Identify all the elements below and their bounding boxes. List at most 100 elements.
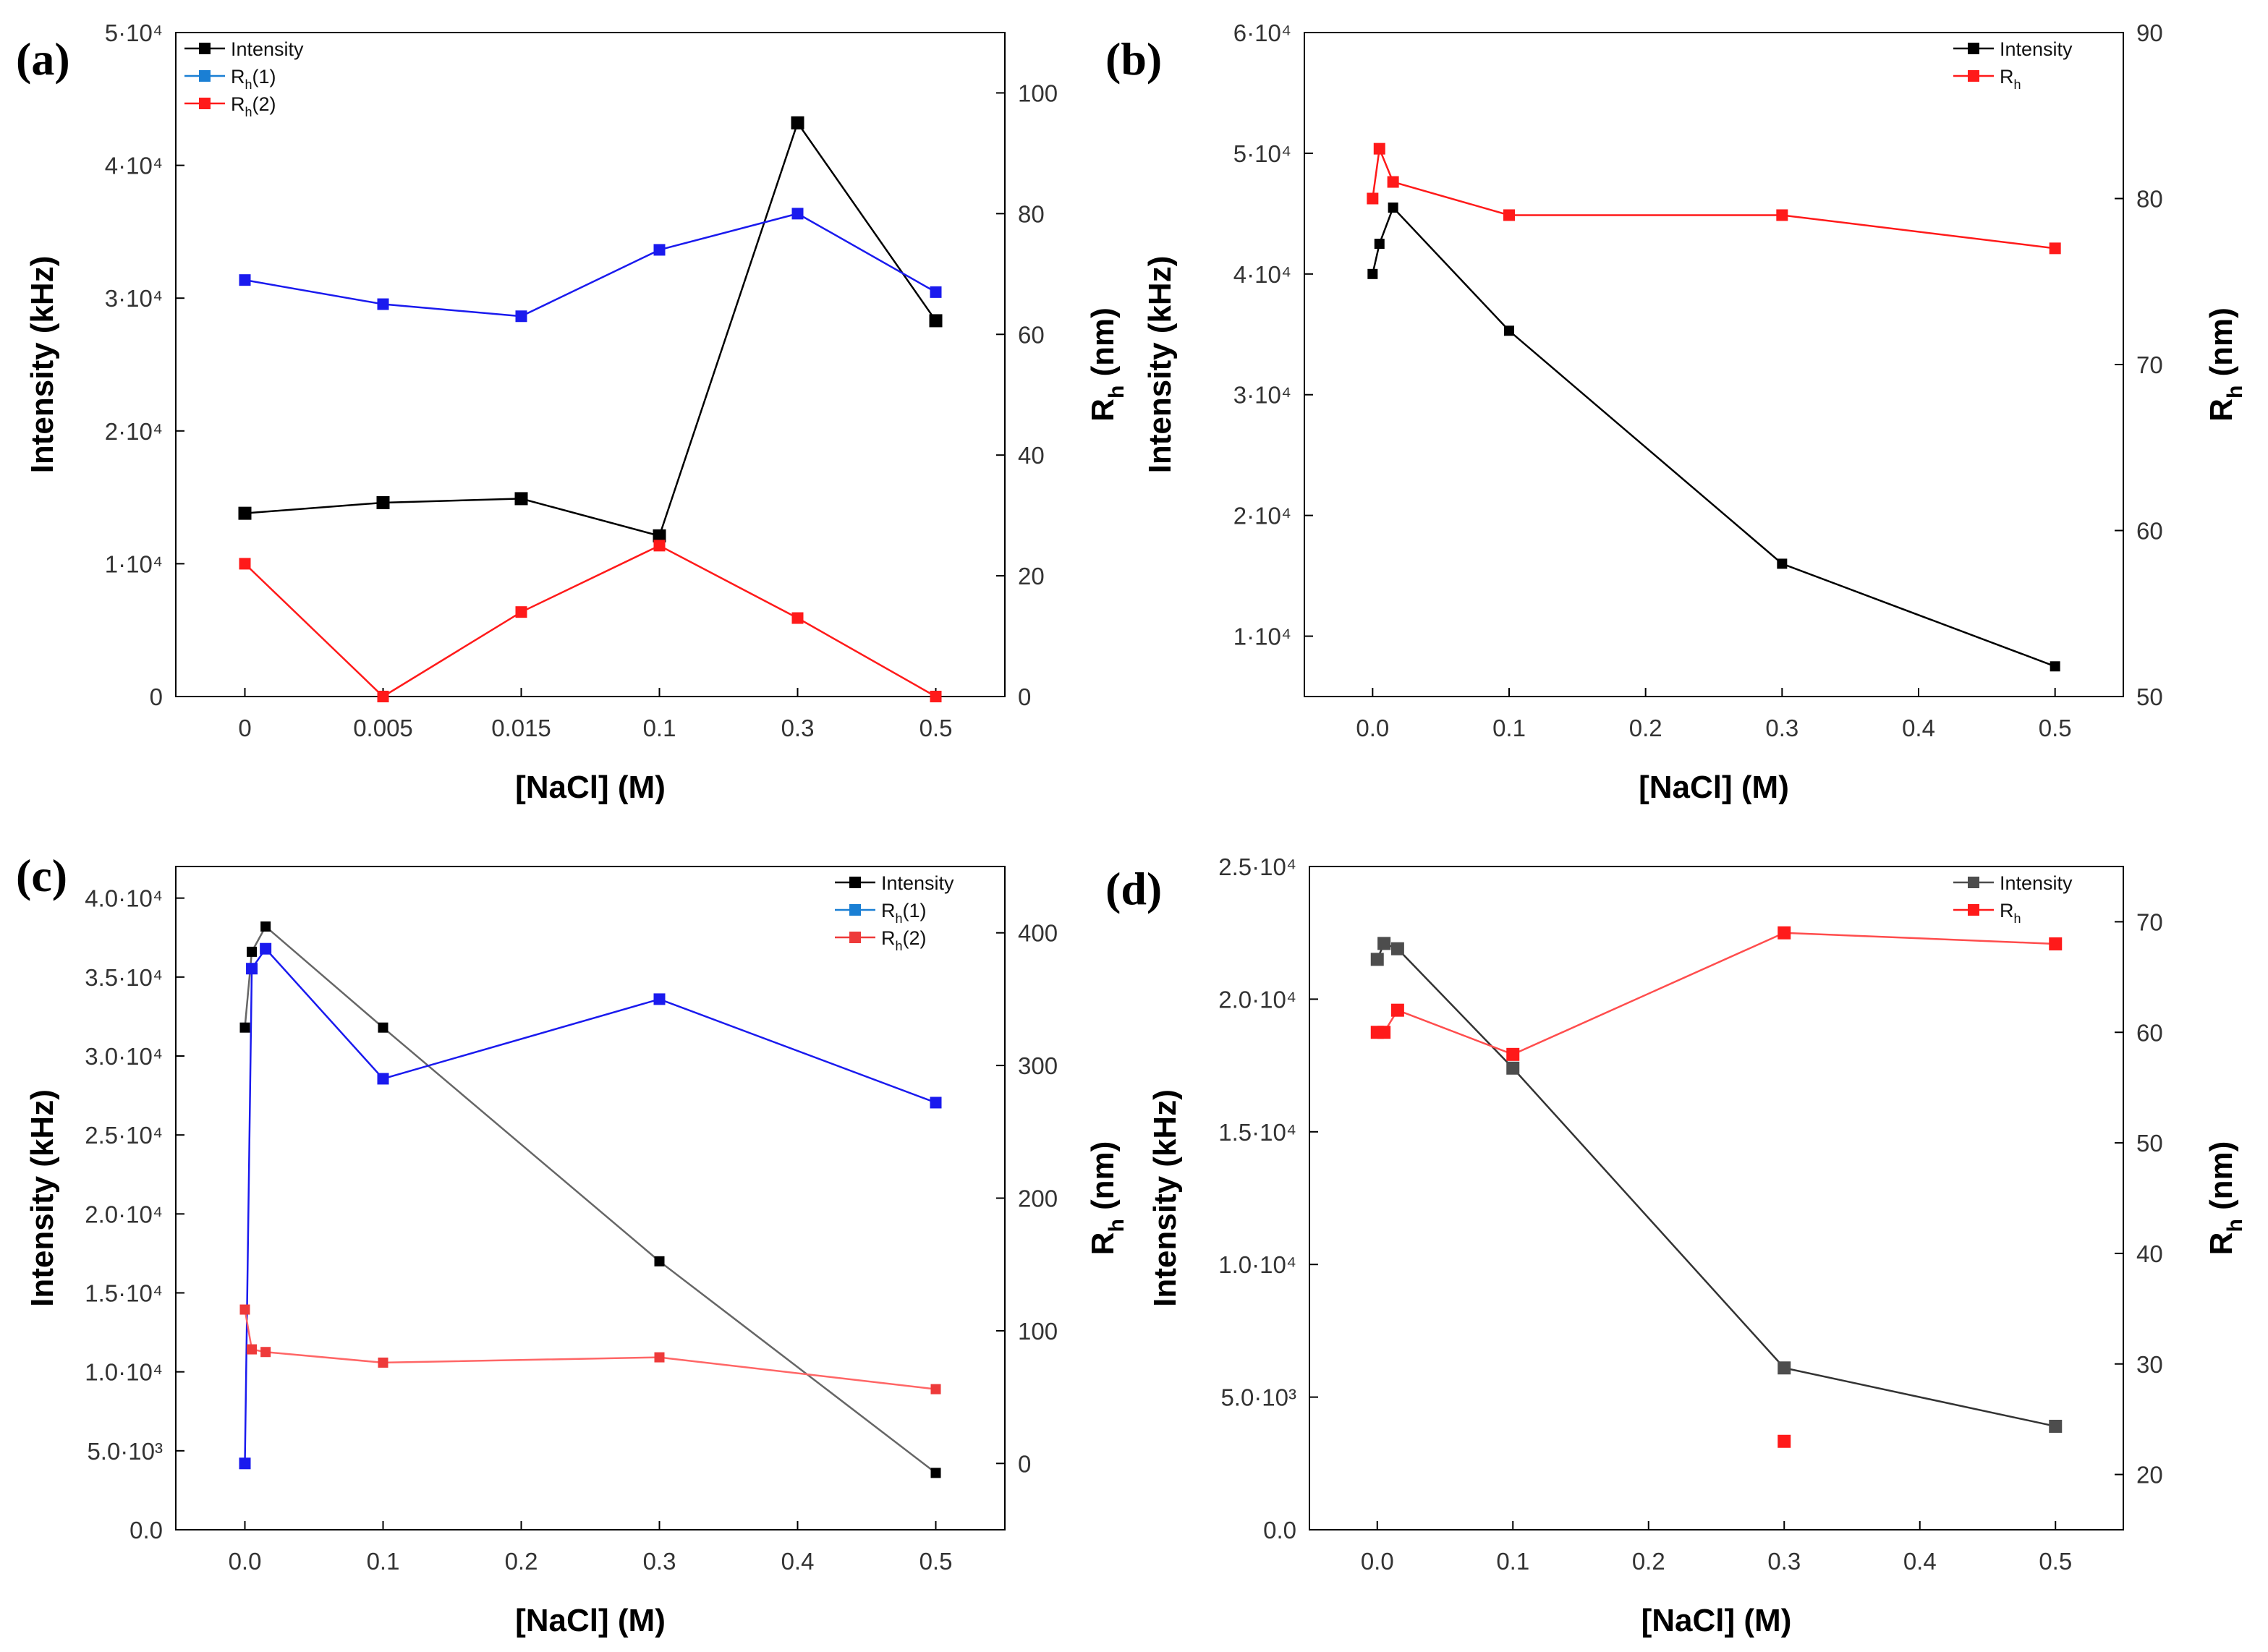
legend-label: Intensity bbox=[2000, 38, 2073, 60]
legend-marker bbox=[1968, 877, 1979, 888]
data-point-Rh(1) bbox=[239, 1457, 251, 1470]
panel-label: (b) bbox=[1105, 33, 1162, 85]
y-right-tick-label: 300 bbox=[1018, 1052, 1058, 1079]
data-point-Intensity bbox=[376, 495, 390, 509]
x-axis-title: [NaCl] (M) bbox=[1639, 770, 1789, 805]
data-point-Rh(2) bbox=[260, 1347, 271, 1358]
y-left-tick-label: 2.0·10⁴ bbox=[85, 1201, 163, 1227]
y-left-tick-label: 2·10⁴ bbox=[1233, 503, 1291, 529]
y-right-tick-label: 30 bbox=[2136, 1351, 2163, 1378]
series-line-Intensity bbox=[1376, 942, 2056, 1428]
plot-frame bbox=[175, 32, 1006, 697]
series-line-Intensity bbox=[244, 925, 937, 1474]
y-right-tick-label: 40 bbox=[1018, 442, 1045, 469]
legend-label: Rh bbox=[2000, 900, 2021, 926]
legend-marker bbox=[1968, 43, 1979, 54]
data-point-Intensity bbox=[1374, 239, 1385, 250]
y-right-tick-label: 60 bbox=[1018, 321, 1045, 348]
data-point-Rh(2) bbox=[239, 558, 251, 570]
legend-marker bbox=[1968, 70, 1979, 82]
y-right-axis-title-sub: h bbox=[2223, 1219, 2247, 1232]
data-point-Intensity bbox=[1504, 325, 1514, 336]
y-right-tick-label: 90 bbox=[2136, 20, 2163, 46]
data-point-Rh(1) bbox=[653, 244, 666, 256]
y-right-tick-label: 50 bbox=[2136, 684, 2163, 710]
y-left-tick-label: 4·10⁴ bbox=[1233, 261, 1291, 288]
x-tick-label: 0.2 bbox=[505, 1548, 538, 1575]
data-point-Rh(1) bbox=[260, 942, 272, 955]
series-line-Rh(2) bbox=[244, 544, 937, 698]
panel-label: (a) bbox=[16, 33, 70, 85]
data-point-Rh(2) bbox=[930, 691, 942, 702]
x-tick-label: 0.5 bbox=[2039, 1548, 2072, 1575]
x-tick-label: 0.2 bbox=[1632, 1548, 1665, 1575]
y-right-tick-label: 60 bbox=[2136, 1019, 2163, 1046]
plot-frame bbox=[1309, 866, 2124, 1530]
y-left-tick-label: 4.0·10⁴ bbox=[85, 885, 163, 912]
y-right-axis-title-tail: (nm) bbox=[2204, 307, 2239, 386]
data-point-Intensity bbox=[2049, 1419, 2063, 1433]
x-tick-label: 0.3 bbox=[781, 715, 815, 741]
x-tick-label: 0.3 bbox=[643, 1548, 676, 1575]
data-point-Rh bbox=[2049, 242, 2061, 255]
y-right-axis-title-sub: h bbox=[2223, 386, 2247, 399]
data-point-Intensity bbox=[1777, 558, 1788, 569]
panel-label: (d) bbox=[1105, 863, 1162, 914]
y-left-tick-label: 4·10⁴ bbox=[105, 153, 163, 179]
y-right-axis-title-sub: h bbox=[1105, 386, 1129, 399]
series-line-Rh(2) bbox=[244, 1309, 936, 1390]
y-left-tick-label: 5·10⁴ bbox=[1233, 140, 1291, 167]
data-point-Intensity bbox=[1388, 203, 1398, 213]
y-left-tick-label: 5.0·10³ bbox=[1220, 1384, 1296, 1411]
data-point-Intensity bbox=[247, 946, 258, 957]
legend-label: Rh(2) bbox=[881, 927, 927, 953]
x-axis-title: [NaCl] (M) bbox=[515, 1603, 666, 1638]
y-right-tick-label: 70 bbox=[2136, 352, 2163, 378]
x-tick-label: 0.1 bbox=[1492, 715, 1526, 741]
legend-label: Rh bbox=[2000, 66, 2021, 92]
data-point-Rh(1) bbox=[653, 993, 666, 1005]
data-point-Rh(2) bbox=[791, 612, 804, 624]
data-point-Rh(1) bbox=[930, 1097, 942, 1109]
legend-label: Intensity bbox=[2000, 872, 2073, 894]
series-line-Intensity bbox=[1372, 205, 2056, 668]
x-tick-label: 0 bbox=[238, 715, 251, 741]
legend-label-sub: h bbox=[896, 911, 903, 926]
x-tick-label: 0.4 bbox=[1903, 1548, 1937, 1575]
legend-label: Rh(2) bbox=[231, 93, 276, 119]
legend-label-sub: h bbox=[2014, 77, 2021, 92]
data-point-Intensity bbox=[1370, 953, 1384, 966]
legend-label-sub: h bbox=[896, 939, 903, 953]
y-left-tick-label: 0 bbox=[150, 684, 163, 710]
y-right-tick-label: 40 bbox=[2136, 1240, 2163, 1267]
x-axis-title: [NaCl] (M) bbox=[1641, 1603, 1792, 1638]
legend-label-main: Intensity bbox=[881, 872, 954, 894]
data-point-Rh bbox=[1390, 1003, 1404, 1017]
plot-frame bbox=[1304, 32, 2124, 697]
y-right-tick-label: 70 bbox=[2136, 908, 2163, 935]
y-right-tick-label: 0 bbox=[1018, 684, 1031, 710]
y-right-tick-label: 200 bbox=[1018, 1185, 1058, 1212]
y-right-axis-title-main: R bbox=[2204, 1232, 2239, 1256]
legend-label: Rh(1) bbox=[231, 66, 276, 92]
y-right-axis-title-tail: (nm) bbox=[1085, 307, 1121, 386]
data-point-Rh bbox=[1377, 1026, 1391, 1039]
legend-marker bbox=[849, 932, 861, 943]
x-tick-label: 0.2 bbox=[1629, 715, 1662, 741]
legend-label: Intensity bbox=[881, 872, 954, 894]
y-left-tick-label: 1·10⁴ bbox=[105, 550, 163, 577]
data-point-Rh bbox=[1506, 1047, 1520, 1061]
x-tick-label: 0.5 bbox=[2039, 715, 2072, 741]
y-left-tick-label: 1·10⁴ bbox=[1233, 623, 1291, 650]
y-left-tick-label: 1.5·10⁴ bbox=[85, 1280, 163, 1307]
data-point-Rh bbox=[1367, 192, 1379, 205]
y-right-tick-label: 20 bbox=[1018, 563, 1045, 589]
data-point-Intensity bbox=[1367, 268, 1378, 279]
data-point-Intensity bbox=[514, 492, 528, 506]
y-left-axis-title: Intensity (kHz) bbox=[1147, 1089, 1183, 1307]
y-right-tick-label: 100 bbox=[1018, 80, 1058, 106]
y-left-tick-label: 3·10⁴ bbox=[105, 285, 163, 312]
y-right-axis-title-tail: (nm) bbox=[1085, 1141, 1121, 1219]
x-tick-label: 0.3 bbox=[1767, 1548, 1801, 1575]
y-left-tick-label: 0.0 bbox=[1263, 1517, 1296, 1544]
